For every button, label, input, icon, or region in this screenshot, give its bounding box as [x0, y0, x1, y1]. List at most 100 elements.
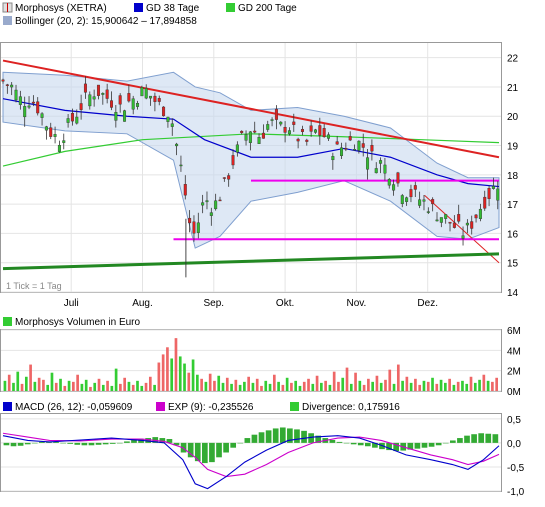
- price-legend-label-3: Bollinger (20, 2): 15,900642 – 17,894858: [15, 16, 197, 27]
- price-layer: [1, 43, 501, 293]
- candle: [335, 136, 339, 145]
- price-x-tick-0: Juli: [64, 298, 79, 309]
- candle: [31, 95, 35, 107]
- candle: [313, 128, 317, 134]
- volume-bar: [495, 377, 498, 391]
- volume-bar: [268, 383, 272, 391]
- volume-bar: [67, 380, 71, 391]
- volume-bar: [7, 374, 11, 391]
- divergence-bar: [102, 442, 109, 445]
- divergence-bar: [202, 442, 208, 464]
- candle: [413, 181, 417, 198]
- candle: [227, 173, 231, 187]
- volume-bar: [110, 385, 114, 391]
- price-legend-item-0: Morphosys (XETRA): [2, 2, 107, 14]
- volume-bar: [37, 377, 41, 391]
- price-x-tick-1: Aug.: [132, 298, 153, 309]
- volume-bar: [452, 384, 456, 391]
- volume-legend-label: Morphosys Volumen in Euro: [15, 317, 141, 328]
- divergence-bar: [258, 432, 265, 443]
- candle: [214, 193, 218, 211]
- volume-bar: [217, 375, 221, 391]
- candle: [257, 133, 261, 145]
- volume-bar: [444, 382, 447, 391]
- divergence-bar: [471, 434, 477, 443]
- divergence-bar: [3, 442, 10, 446]
- candle: [461, 226, 465, 246]
- candle: [218, 196, 222, 202]
- price-x-tick-3: Okt.: [276, 298, 294, 309]
- divergence-bar: [138, 439, 144, 443]
- volume-bar: [24, 376, 28, 391]
- divergence-bar: [95, 442, 102, 445]
- volume-bar: [422, 380, 426, 391]
- divergence-bar: [187, 442, 194, 458]
- divergence-bar: [308, 433, 314, 443]
- divergence-bar: [39, 441, 45, 443]
- divergence-bar: [81, 442, 88, 446]
- candle: [379, 157, 383, 174]
- divergence-bar: [485, 433, 492, 443]
- volume-bar: [221, 382, 225, 391]
- divergence-bar: [435, 442, 442, 446]
- divergence-bar: [272, 428, 279, 443]
- volume-bar: [448, 378, 451, 391]
- divergence-bar: [393, 442, 399, 452]
- divergence-bar: [450, 440, 456, 443]
- candle: [105, 83, 109, 104]
- candle: [192, 215, 196, 242]
- volume-panel-frame: [0, 329, 502, 392]
- candle: [96, 84, 100, 100]
- candle: [318, 117, 322, 145]
- candle: [123, 109, 127, 122]
- candle: [387, 178, 391, 189]
- volume-layer: [1, 329, 501, 392]
- volume-y-tick-1: 4M: [507, 346, 521, 357]
- candle: [287, 127, 291, 136]
- macd-layer: [1, 418, 501, 492]
- volume-bar: [213, 380, 216, 391]
- divergence-bar: [372, 442, 378, 448]
- candle: [491, 177, 495, 190]
- volume-bar: [358, 380, 362, 391]
- candle: [49, 122, 53, 140]
- candle: [426, 207, 430, 214]
- volume-bar: [153, 384, 156, 391]
- candle: [383, 157, 387, 181]
- candle: [357, 140, 361, 154]
- macd-y-tick-1: 0,0: [507, 439, 521, 450]
- volume-bar: [238, 384, 242, 391]
- candle: [140, 85, 144, 97]
- volume-bar: [465, 383, 469, 391]
- macd-panel-frame: [0, 413, 502, 492]
- candle: [62, 133, 66, 150]
- volume-bar: [307, 378, 310, 391]
- candle: [418, 191, 422, 209]
- price-x-tick-4: Nov.: [346, 298, 366, 309]
- candle: [344, 142, 348, 152]
- candle: [274, 105, 278, 130]
- candle: [27, 96, 31, 110]
- candle: [188, 210, 192, 233]
- candle: [452, 215, 456, 229]
- price-y-tick-1: 21: [507, 83, 519, 94]
- divergence-bar: [478, 433, 485, 443]
- volume-bar: [320, 382, 323, 391]
- volume-bar: [16, 371, 20, 391]
- volume-bar: [302, 381, 306, 391]
- volume-bar: [431, 377, 434, 391]
- volume-bar: [131, 384, 135, 391]
- volume-bar: [12, 382, 15, 391]
- volume-bar: [119, 383, 122, 391]
- volume-bar: [379, 382, 383, 391]
- volume-bar: [328, 384, 332, 391]
- candle: [101, 92, 105, 105]
- divergence-bar: [145, 438, 151, 443]
- candle: [327, 132, 331, 141]
- candle: [487, 185, 491, 207]
- price-legend-label-1: GD 38 Tage: [146, 3, 200, 14]
- candle: [240, 130, 244, 135]
- candle: [70, 108, 74, 126]
- volume-bar: [388, 369, 392, 391]
